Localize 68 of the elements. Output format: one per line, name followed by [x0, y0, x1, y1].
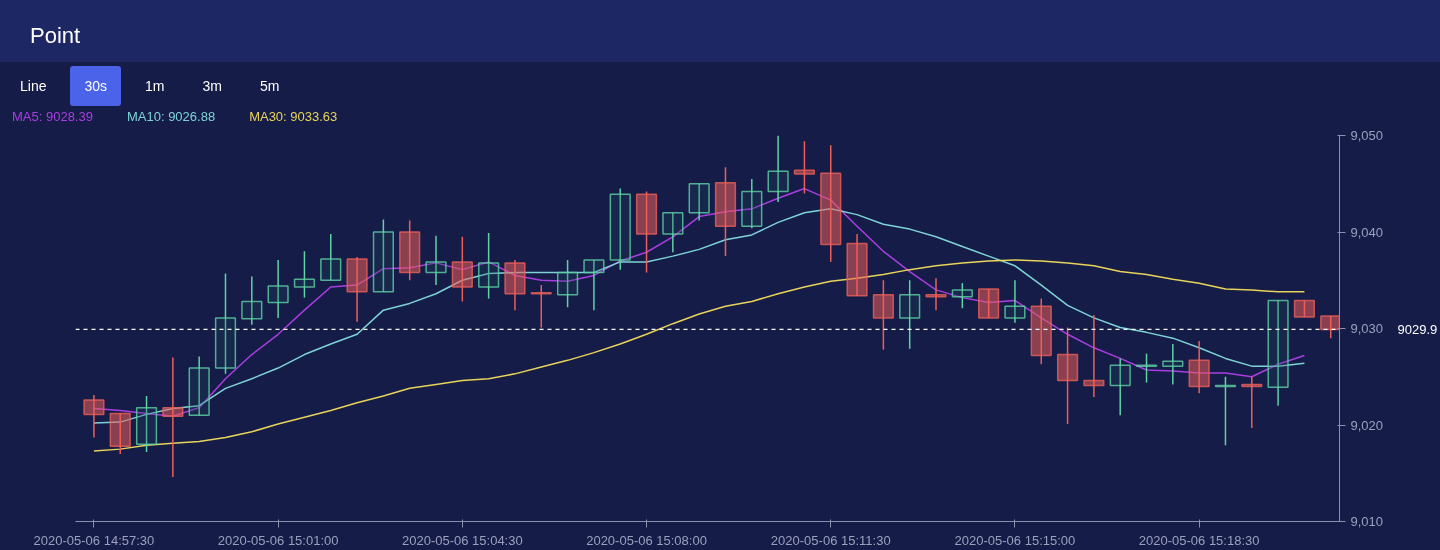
candlestick [162, 356, 184, 478]
x-tick-label: 2020-05-06 14:57:30 [33, 532, 155, 548]
candlestick [530, 284, 552, 329]
x-tick-label: 2020-05-06 15:04:30 [401, 532, 523, 548]
text: 3m [201, 77, 223, 96]
candlestick [872, 279, 894, 351]
y-tick-label: 9,010 [1350, 514, 1384, 529]
candlestick [188, 355, 210, 417]
candlestick [1083, 314, 1105, 398]
candlestick [820, 144, 842, 263]
x-tick-label: 2020-05-06 15:11:30 [770, 532, 891, 548]
candlestick [346, 256, 368, 323]
text: MA10: 9026.88 [126, 109, 216, 124]
candlestick [109, 412, 131, 455]
candlestick [767, 135, 789, 203]
candlestick [741, 178, 763, 229]
text: 5m [258, 77, 281, 96]
candlestick [135, 395, 158, 453]
y-tick-label: 9,030 [1350, 321, 1384, 336]
text: MA5: 9028.39 [12, 109, 93, 124]
candlestick [556, 259, 579, 309]
candlestick [241, 275, 263, 326]
candlestick [583, 259, 605, 311]
candlestick [1267, 299, 1289, 407]
candlestick [214, 272, 237, 375]
y-tick-label: 9,050 [1350, 128, 1384, 143]
x-tick-label: 2020-05-06 15:18:30 [1138, 532, 1260, 548]
candlestick [1056, 326, 1079, 425]
candlestick [635, 190, 658, 274]
candlestick [1162, 343, 1184, 386]
text: 1m [144, 77, 166, 96]
text: Line [19, 77, 48, 96]
candlestick [978, 288, 1000, 319]
candlestick [425, 235, 447, 286]
candlestick [1109, 357, 1131, 417]
candlestick [899, 279, 921, 350]
candlestick [793, 140, 816, 195]
candlestick [451, 236, 473, 303]
candlestick [1320, 315, 1340, 339]
y-tick-label: 9,020 [1350, 417, 1384, 433]
ref-line-label: 9029.9 [1397, 321, 1438, 337]
candlestick [609, 187, 631, 271]
candlestick [399, 219, 421, 281]
candlestick [478, 232, 500, 300]
candlestick [504, 259, 526, 311]
candlestick [951, 282, 973, 309]
candlestick [1030, 297, 1052, 365]
candlestick [925, 277, 947, 311]
candlestick [267, 259, 289, 319]
x-tick-label: 2020-05-06 15:15:00 [954, 532, 1076, 548]
candlestick [846, 233, 868, 297]
candlestick [662, 211, 684, 254]
text: MA30: 9033.63 [249, 109, 338, 124]
candlestick [1188, 340, 1210, 394]
candlestick [320, 233, 342, 281]
candlestick [688, 183, 710, 222]
x-tick-label: 2020-05-06 15:08:00 [586, 532, 707, 548]
candlestick [714, 166, 737, 257]
candlestick [372, 218, 394, 293]
y-tick-label: 9,040 [1350, 224, 1384, 240]
candlestick [1004, 279, 1026, 324]
chart-title: Point [30, 22, 81, 50]
text: 30s [70, 66, 122, 106]
line-series [93, 259, 1306, 452]
x-tick-label: 2020-05-06 15:01:00 [217, 532, 339, 548]
candlestick [83, 394, 105, 439]
candlestick [293, 250, 316, 299]
candlestick [1135, 352, 1158, 384]
